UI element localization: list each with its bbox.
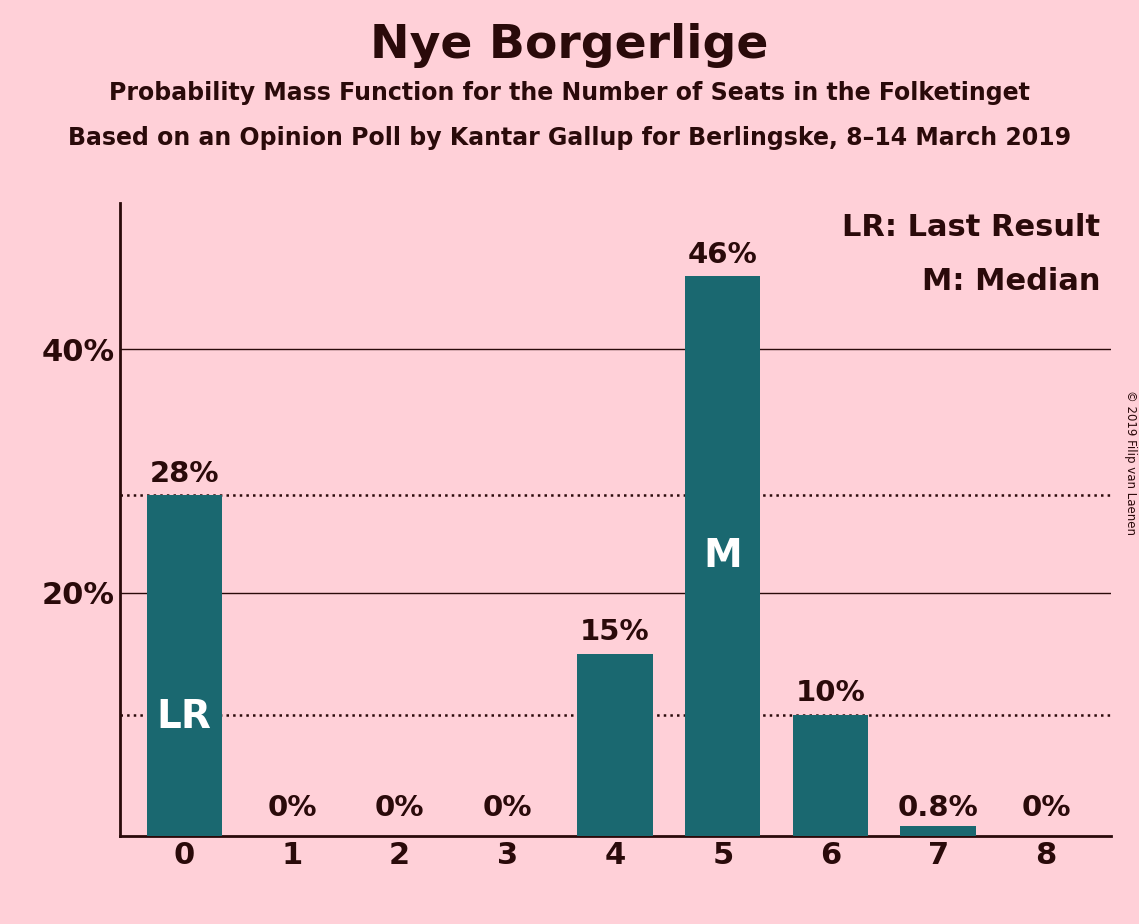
Text: M: M [704,537,743,576]
Bar [901,826,976,836]
Text: LR: LR [157,698,212,736]
Text: LR: Last Result: LR: Last Result [843,213,1100,242]
Text: 15%: 15% [580,618,650,647]
Text: 0%: 0% [1022,794,1071,821]
Text: © 2019 Filip van Laenen: © 2019 Filip van Laenen [1124,390,1137,534]
Text: 0%: 0% [483,794,532,821]
Text: 46%: 46% [688,241,757,269]
Bar [685,276,761,836]
Bar [147,495,222,836]
Text: 10%: 10% [796,679,866,707]
Text: 28%: 28% [149,460,219,488]
Text: 0.8%: 0.8% [898,794,978,821]
Text: 0%: 0% [375,794,425,821]
Text: M: Median: M: Median [923,266,1100,296]
Bar [577,653,653,836]
Text: Probability Mass Function for the Number of Seats in the Folketinget: Probability Mass Function for the Number… [109,81,1030,105]
Bar [793,714,868,836]
Text: 0%: 0% [268,794,317,821]
Text: Based on an Opinion Poll by Kantar Gallup for Berlingske, 8–14 March 2019: Based on an Opinion Poll by Kantar Gallu… [68,126,1071,150]
Text: Nye Borgerlige: Nye Borgerlige [370,23,769,68]
